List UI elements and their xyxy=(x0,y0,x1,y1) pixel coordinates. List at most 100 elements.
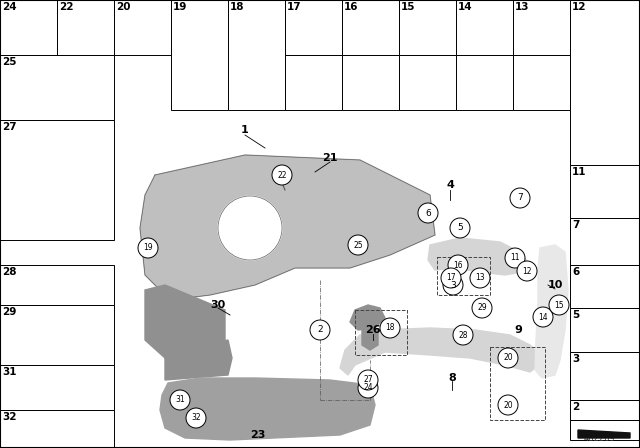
Text: 482269: 482269 xyxy=(584,434,616,443)
Text: 32: 32 xyxy=(2,412,17,422)
Bar xyxy=(456,0,513,55)
Bar xyxy=(490,347,545,420)
Circle shape xyxy=(310,320,330,340)
Bar xyxy=(57,0,114,55)
Text: 20: 20 xyxy=(116,2,131,12)
Circle shape xyxy=(510,188,530,208)
Bar xyxy=(171,0,228,110)
Circle shape xyxy=(272,165,292,185)
Text: 24: 24 xyxy=(2,2,17,12)
Text: 3: 3 xyxy=(572,354,579,364)
Text: 24: 24 xyxy=(363,383,373,392)
Bar xyxy=(355,310,407,355)
Bar xyxy=(285,0,342,55)
Circle shape xyxy=(443,275,463,295)
Text: 17: 17 xyxy=(287,2,301,12)
Bar xyxy=(228,0,285,110)
Text: 25: 25 xyxy=(2,57,17,67)
Circle shape xyxy=(418,203,438,223)
Text: 18: 18 xyxy=(385,323,395,332)
Bar xyxy=(342,0,399,55)
Circle shape xyxy=(472,298,492,318)
Circle shape xyxy=(533,307,553,327)
Text: 11: 11 xyxy=(510,254,520,263)
Text: 12: 12 xyxy=(522,267,532,276)
Polygon shape xyxy=(145,285,225,358)
Bar xyxy=(513,0,570,55)
Bar xyxy=(570,420,640,440)
Text: 18: 18 xyxy=(230,2,244,12)
Text: 14: 14 xyxy=(458,2,472,12)
Bar xyxy=(570,352,640,400)
Text: 13: 13 xyxy=(475,273,485,283)
Bar xyxy=(0,305,114,365)
Text: 16: 16 xyxy=(453,260,463,270)
Bar xyxy=(342,55,399,110)
Text: 27: 27 xyxy=(363,375,373,384)
Text: 28: 28 xyxy=(458,331,468,340)
Text: 6: 6 xyxy=(425,208,431,217)
Text: 19: 19 xyxy=(143,244,153,253)
Circle shape xyxy=(380,318,400,338)
Bar xyxy=(0,55,114,120)
Text: 23: 23 xyxy=(250,430,266,440)
Bar xyxy=(570,308,640,352)
Text: 5: 5 xyxy=(457,224,463,233)
Text: 29: 29 xyxy=(477,303,487,313)
Text: 7: 7 xyxy=(572,220,579,230)
Text: 30: 30 xyxy=(211,300,226,310)
Text: 15: 15 xyxy=(401,2,415,12)
Polygon shape xyxy=(428,238,528,275)
Polygon shape xyxy=(362,326,378,350)
Text: 22: 22 xyxy=(59,2,74,12)
Circle shape xyxy=(138,238,158,258)
Polygon shape xyxy=(578,430,630,438)
Polygon shape xyxy=(160,378,375,440)
Circle shape xyxy=(505,248,525,268)
Text: 2: 2 xyxy=(572,402,579,412)
Text: 27: 27 xyxy=(2,122,17,132)
Circle shape xyxy=(441,268,461,288)
Circle shape xyxy=(358,378,378,398)
Text: 28: 28 xyxy=(2,267,17,277)
Text: 3: 3 xyxy=(450,280,456,289)
Bar xyxy=(570,218,640,265)
Bar xyxy=(399,0,456,55)
Polygon shape xyxy=(350,305,385,330)
Bar xyxy=(570,400,640,420)
Circle shape xyxy=(517,261,537,281)
Text: 13: 13 xyxy=(515,2,529,12)
Text: 22: 22 xyxy=(277,171,287,180)
Text: 4: 4 xyxy=(446,180,454,190)
Bar xyxy=(437,257,490,295)
Bar xyxy=(0,0,57,55)
Circle shape xyxy=(170,390,190,410)
Text: 31: 31 xyxy=(2,367,17,377)
Text: 7: 7 xyxy=(517,194,523,202)
Bar xyxy=(0,265,114,305)
Text: 10: 10 xyxy=(547,280,563,290)
Text: 32: 32 xyxy=(191,414,201,422)
Circle shape xyxy=(448,255,468,275)
Circle shape xyxy=(348,235,368,255)
Text: 31: 31 xyxy=(175,396,185,405)
Polygon shape xyxy=(165,340,232,380)
Circle shape xyxy=(498,395,518,415)
Text: 9: 9 xyxy=(514,325,522,335)
Circle shape xyxy=(470,268,490,288)
Text: 19: 19 xyxy=(173,2,188,12)
Text: 20: 20 xyxy=(503,353,513,362)
Text: 5: 5 xyxy=(572,310,579,320)
Text: 12: 12 xyxy=(572,2,586,12)
Text: 2: 2 xyxy=(317,326,323,335)
Circle shape xyxy=(358,370,378,390)
Text: 17: 17 xyxy=(446,273,456,283)
Text: 29: 29 xyxy=(2,307,17,317)
Bar xyxy=(114,0,171,55)
Bar xyxy=(0,365,114,410)
Text: 20: 20 xyxy=(503,401,513,409)
Text: 15: 15 xyxy=(554,301,564,310)
Bar xyxy=(570,0,640,165)
Text: 25: 25 xyxy=(353,241,363,250)
Polygon shape xyxy=(535,245,568,378)
